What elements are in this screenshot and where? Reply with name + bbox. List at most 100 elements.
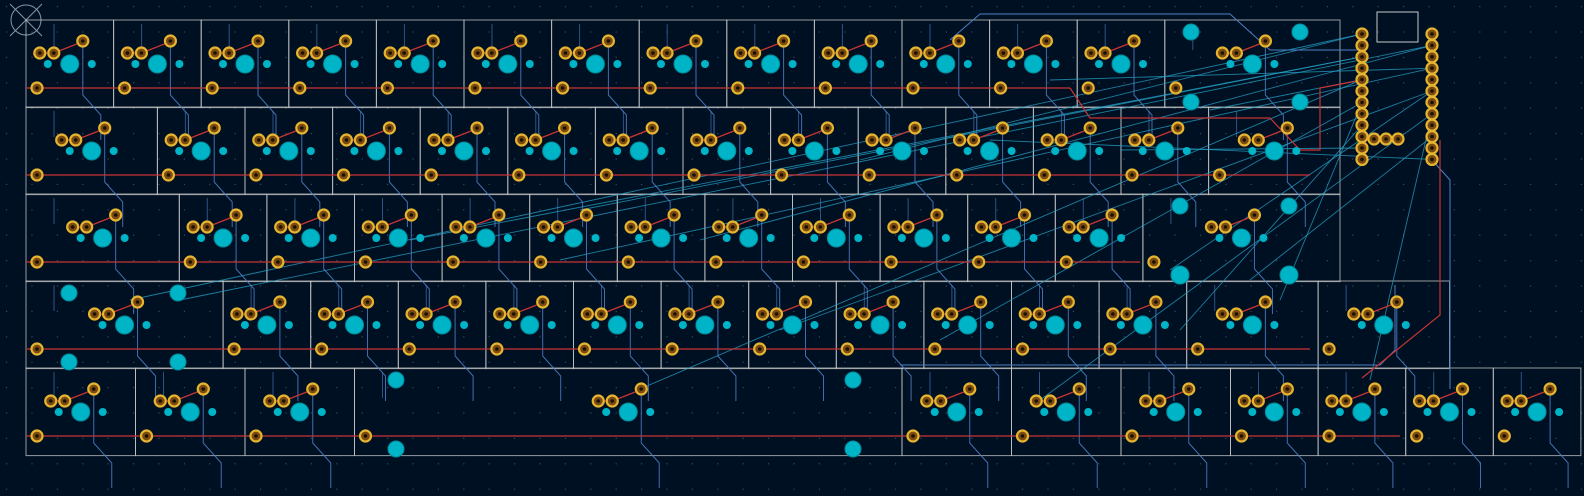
grid-dot — [1047, 82, 1049, 84]
grid-dot — [895, 133, 897, 135]
grid-dot — [1022, 234, 1024, 236]
switch-hole — [87, 60, 96, 68]
grid-dot — [412, 412, 414, 414]
grid-dot — [1047, 488, 1049, 490]
grid-dot — [996, 31, 998, 33]
grid-dot — [539, 158, 541, 160]
switch-hole — [930, 408, 939, 416]
grid-dot — [920, 412, 922, 414]
pad-drill — [1081, 225, 1085, 229]
pad-drill — [35, 434, 39, 438]
ratsnest-line — [1369, 113, 1433, 381]
pad-drill — [1344, 399, 1348, 403]
grid-dot — [387, 310, 389, 312]
grid-dot — [361, 6, 363, 8]
switch-hole — [1007, 60, 1016, 68]
grid-dot — [1301, 488, 1303, 490]
grid-dot — [1174, 310, 1176, 312]
pad-drill — [672, 213, 676, 217]
grid-dot — [1301, 209, 1303, 211]
grid-dot — [183, 336, 185, 338]
grid-dot — [1479, 387, 1481, 389]
grid-dot — [31, 209, 33, 211]
switch-hole — [974, 408, 983, 416]
grid-dot — [1276, 336, 1278, 338]
pad-drill — [1130, 434, 1134, 438]
grid-dot — [691, 437, 693, 439]
grid-dot — [615, 361, 617, 363]
grid-dot — [6, 437, 8, 439]
pad-drill — [1430, 55, 1434, 59]
grid-dot — [717, 107, 719, 109]
grid-dot — [564, 107, 566, 109]
grid-dot — [1098, 56, 1100, 58]
grid-dot — [56, 488, 58, 490]
grid-dot — [539, 463, 541, 465]
grid-dot — [971, 285, 973, 287]
pad-drill — [1285, 387, 1290, 391]
grid-dot — [1250, 361, 1252, 363]
pad-drill — [322, 312, 327, 316]
switch-hole — [635, 321, 644, 329]
pad-drill — [993, 225, 998, 229]
grid-dot — [31, 336, 33, 338]
grid-dot — [1403, 56, 1405, 58]
grid-dot — [844, 336, 846, 338]
grid-dot — [107, 133, 109, 135]
pad-drill — [1263, 39, 1268, 43]
grid-dot — [895, 56, 897, 58]
grid-dot — [1352, 285, 1354, 287]
grid-dot — [1149, 387, 1151, 389]
pad-drill — [1360, 89, 1364, 93]
pad-drill — [976, 260, 981, 264]
grid-dot — [539, 209, 541, 211]
grid-dot — [412, 387, 414, 389]
grid-dot — [1555, 260, 1557, 262]
grid-dot — [793, 82, 795, 84]
grid-dot — [1403, 183, 1405, 185]
grid-dot — [742, 361, 744, 363]
grid-dot — [260, 488, 262, 490]
pad-drill — [281, 399, 286, 403]
grid-dot — [945, 260, 947, 262]
pad-drill — [256, 39, 260, 43]
grid-dot — [133, 463, 135, 465]
grid-dot — [361, 387, 363, 389]
grid-dot — [488, 209, 490, 211]
grid-dot — [1250, 260, 1252, 262]
grid-dot — [361, 56, 363, 58]
grid-dot — [1276, 82, 1278, 84]
grid-dot — [1326, 209, 1328, 211]
column-trace — [1374, 389, 1394, 488]
pad-drill — [781, 39, 786, 43]
grid-dot — [895, 488, 897, 490]
grid-dot — [82, 209, 84, 211]
pad-drill — [714, 260, 718, 264]
grid-dot — [412, 6, 414, 8]
grid-dot — [285, 437, 287, 439]
grid-dot — [1580, 158, 1582, 160]
switch-hole — [1160, 321, 1169, 329]
column-trace — [432, 41, 452, 140]
switch-hole — [328, 234, 337, 242]
grid-dot — [717, 463, 719, 465]
pad-drill — [1327, 347, 1331, 351]
grid-dot — [1580, 463, 1582, 465]
column-trace — [969, 389, 989, 488]
switch-hole — [191, 141, 211, 161]
pad-drill — [1186, 387, 1191, 391]
grid-dot — [82, 488, 84, 490]
grid-dot — [1504, 158, 1506, 160]
grid-dot — [31, 488, 33, 490]
pad-drill — [38, 51, 42, 55]
grid-dot — [717, 285, 719, 287]
grid-dot — [1250, 387, 1252, 389]
pad-drill — [169, 138, 173, 142]
grid-dot — [6, 412, 8, 414]
grid-dot — [539, 82, 541, 84]
pad-drill — [1330, 399, 1334, 403]
grid-dot — [615, 310, 617, 312]
grid-dot — [387, 6, 389, 8]
controller-footprint[interactable] — [1355, 11, 1439, 166]
